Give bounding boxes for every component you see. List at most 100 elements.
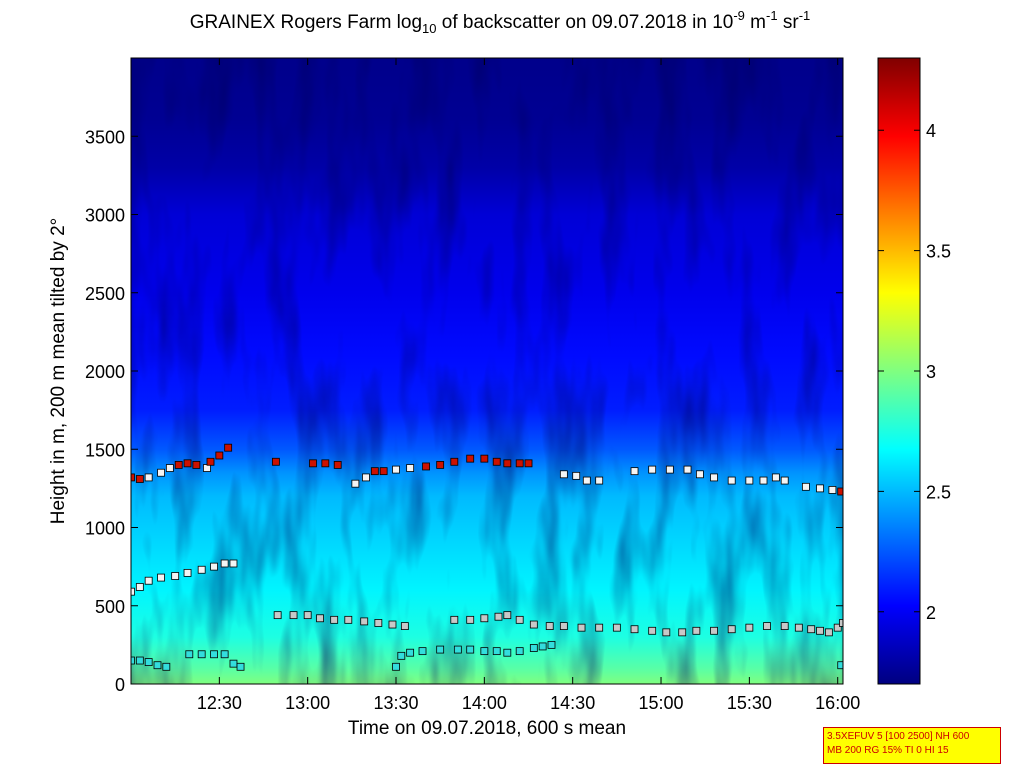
layer-marker-point xyxy=(763,622,771,630)
layer-marker-point xyxy=(388,620,397,629)
layer-marker-point xyxy=(316,614,324,623)
layer-marker-point xyxy=(833,623,842,632)
y-tick-label: 1000 xyxy=(85,519,125,539)
colorbar-tick-label: 2.5 xyxy=(926,482,951,502)
layer-marker-point xyxy=(330,615,339,624)
layer-marker-point xyxy=(545,622,554,630)
layer-marker-point xyxy=(303,611,312,620)
layer-marker-point xyxy=(197,565,206,574)
layer-marker-point xyxy=(157,468,165,477)
layer-marker-point xyxy=(492,457,501,466)
layer-marker-point xyxy=(183,459,192,468)
layer-marker-point xyxy=(206,457,215,466)
layer-marker-point xyxy=(271,457,280,466)
layer-marker-point xyxy=(436,645,445,654)
layer-marker-point xyxy=(547,640,556,649)
layer-marker-point xyxy=(480,614,489,623)
layer-marker-point xyxy=(220,559,229,568)
y-tick-label: 1500 xyxy=(85,440,125,460)
x-tick-label: 14:00 xyxy=(462,693,507,713)
layer-marker-point xyxy=(559,622,568,630)
x-tick-label: 13:30 xyxy=(373,693,418,713)
layer-marker-point xyxy=(144,576,153,585)
y-tick-label: 2000 xyxy=(85,362,125,382)
layer-marker-point xyxy=(215,451,224,460)
layer-marker-point xyxy=(816,484,824,493)
x-tick-label: 15:30 xyxy=(727,693,772,713)
layer-marker-point xyxy=(839,619,843,627)
layer-marker-point xyxy=(379,467,388,476)
layer-marker-point xyxy=(210,562,218,571)
colorbar-tick-label: 3.5 xyxy=(926,242,951,262)
layer-marker-point xyxy=(480,454,489,463)
heatmap-texture xyxy=(131,58,843,684)
layer-marker-point xyxy=(144,658,153,666)
layer-marker-point xyxy=(745,476,754,485)
layer-marker-point xyxy=(515,647,524,656)
colorbar-tick-label: 2 xyxy=(926,603,936,623)
layer-marker-point xyxy=(273,611,282,620)
layer-marker-point xyxy=(131,587,135,596)
layer-marker-point xyxy=(131,473,135,482)
layer-marker-point xyxy=(229,659,238,668)
plot-area xyxy=(130,57,844,685)
colorbar-ticks: 2 2.5 3 3.5 4 xyxy=(878,121,951,623)
layer-marker-point xyxy=(406,464,415,472)
layer-marker-point xyxy=(503,611,512,620)
colorbar-tick-label: 4 xyxy=(926,121,936,141)
layer-marker-point xyxy=(370,467,379,476)
layer-marker-point xyxy=(466,454,475,463)
layer-markers xyxy=(131,443,843,671)
layer-marker-point xyxy=(162,662,171,671)
layer-marker-point xyxy=(135,656,144,665)
layer-marker-point xyxy=(466,615,475,624)
layer-marker-point xyxy=(648,626,657,635)
x-tick-label: 12:30 xyxy=(197,693,242,713)
layer-marker-point xyxy=(577,623,586,632)
layer-marker-point xyxy=(422,462,430,471)
layer-marker-point xyxy=(321,459,330,468)
layer-marker-point xyxy=(828,486,837,494)
layer-marker-point xyxy=(192,460,201,469)
layer-marker-point xyxy=(492,647,501,656)
layer-marker-point xyxy=(524,459,533,468)
axes: 12:30 13:00 13:30 14:00 14:30 15:00 15:30 16:00… xyxy=(48,58,860,739)
layer-marker-point xyxy=(612,623,621,632)
layer-marker-point xyxy=(362,473,370,482)
layer-marker-point xyxy=(406,648,415,657)
layer-marker-point xyxy=(220,650,229,659)
layer-marker-point xyxy=(794,623,803,632)
layer-marker-point xyxy=(450,457,459,466)
layer-marker-point xyxy=(710,473,718,482)
layer-marker-point xyxy=(582,476,591,485)
layer-marker-point xyxy=(153,661,162,670)
layer-marker-point xyxy=(494,612,503,621)
layer-marker-point xyxy=(236,662,245,671)
layer-marker-point xyxy=(392,662,400,671)
y-tick-label: 500 xyxy=(95,597,125,617)
layer-marker-point xyxy=(710,626,718,635)
layer-marker-point xyxy=(157,573,165,582)
layer-marker-point xyxy=(224,443,233,452)
layer-marker-point xyxy=(595,623,604,632)
y-axis-label: Height in m, 200 m mean tilted by 2° xyxy=(48,218,69,524)
colorbar-gradient xyxy=(877,57,921,685)
chart-title: GRAINEX Rogers Farm log10 of backscatter… xyxy=(189,8,811,36)
layer-marker-point xyxy=(727,476,736,485)
layer-marker-point xyxy=(559,470,568,479)
layer-marker-point xyxy=(144,473,153,482)
layer-marker-point xyxy=(837,661,843,670)
layer-marker-point xyxy=(678,628,687,637)
layer-marker-point xyxy=(360,617,369,626)
layer-marker-point xyxy=(807,625,816,634)
y-tick-label: 2500 xyxy=(85,284,125,304)
layer-marker-point xyxy=(692,626,701,635)
layer-marker-point xyxy=(824,628,833,637)
layer-marker-point xyxy=(309,459,317,468)
layer-marker-point xyxy=(466,645,475,654)
layer-marker-point xyxy=(418,647,427,656)
layer-marker-point xyxy=(529,644,538,652)
layer-marker-point xyxy=(289,611,298,620)
layer-marker-point xyxy=(171,572,180,580)
